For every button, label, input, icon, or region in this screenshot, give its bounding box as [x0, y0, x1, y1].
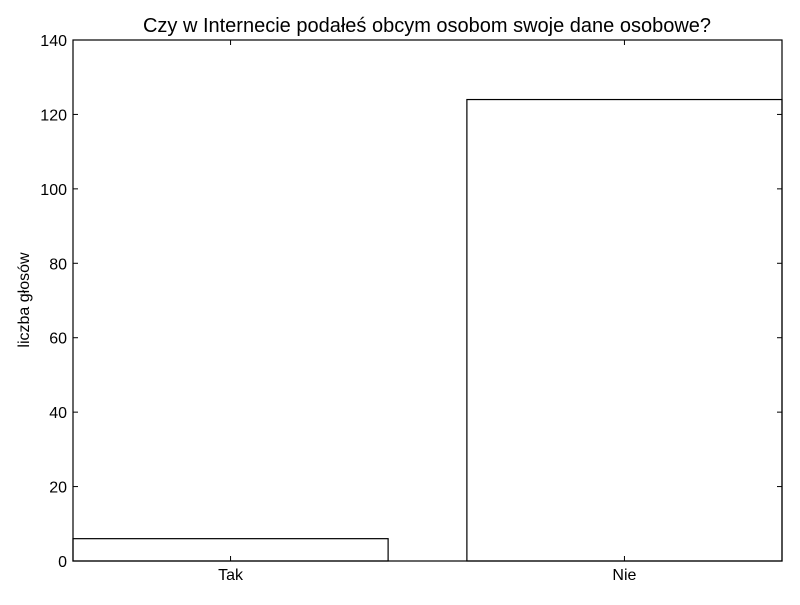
bar-nie	[466, 98, 783, 562]
x-tick-label: Tak	[218, 567, 244, 584]
y-tick-label: 40	[49, 405, 67, 422]
y-tick-label: 100	[40, 182, 67, 199]
y-tick-label: 80	[49, 256, 67, 273]
y-tick-label: 120	[40, 107, 67, 124]
y-axis-label: liczba głosów	[16, 252, 33, 348]
x-tick-label: Nie	[612, 567, 636, 584]
y-tick-label: 60	[49, 331, 67, 348]
y-tick-label: 140	[40, 33, 67, 50]
plot-area-frame	[72, 39, 783, 562]
chart-title: Czy w Internecie podałeś obcym osobom sw…	[143, 15, 711, 37]
y-tick-label: 20	[49, 480, 67, 497]
bars-group	[72, 98, 783, 562]
y-tick-label: 0	[58, 554, 67, 571]
ticks-group: Tak Nie 0 20 40 60 80 100 120 140	[40, 33, 782, 584]
